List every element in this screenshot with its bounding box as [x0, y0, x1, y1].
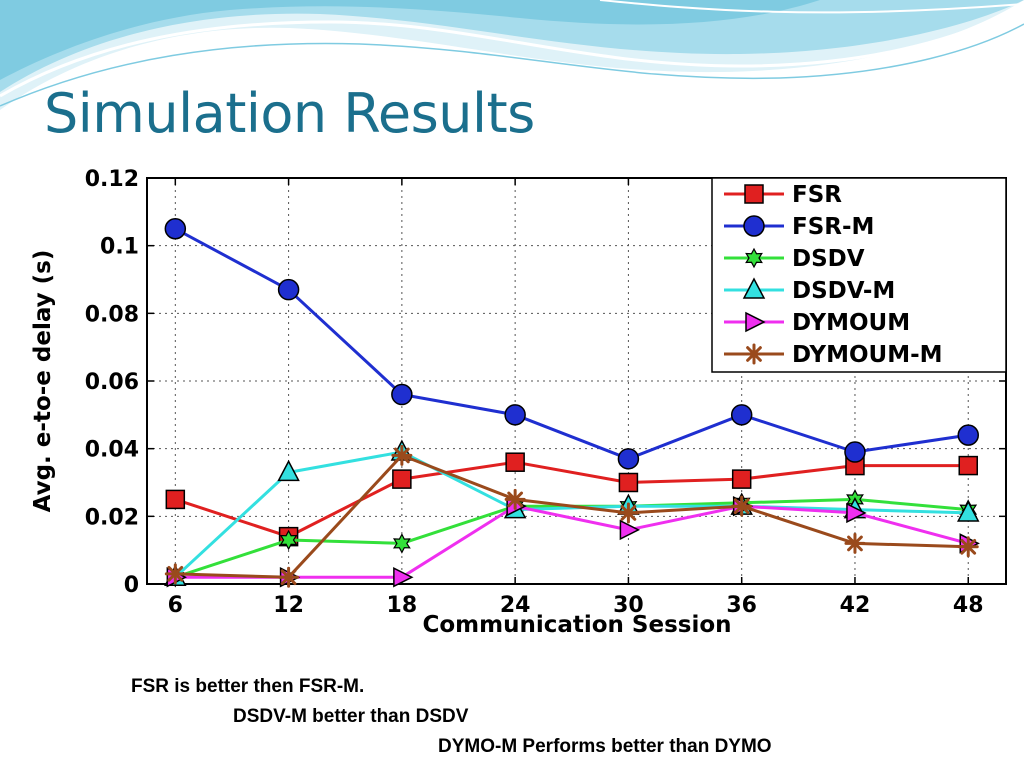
legend-label-dsdv: DSDV: [792, 246, 865, 272]
data-point-fsr-m: [504, 404, 526, 426]
x-tick-label: 6: [168, 593, 183, 618]
series-line-dsdv-m: [174, 450, 969, 579]
x-tick-label: 48: [953, 593, 984, 618]
series-line-fsr-m: [174, 227, 969, 461]
caption-dymo: DYMO-M Performs better than DYMO: [438, 736, 772, 757]
x-tick-label: 42: [840, 593, 871, 618]
asterisk-stroke: [960, 538, 977, 555]
asterisk-stroke: [620, 505, 637, 521]
data-point-fsr: [731, 469, 752, 489]
series-layer: [164, 218, 980, 588]
series-line-dymoum-m: [175, 453, 969, 579]
y-tick-label: 0.02: [85, 505, 139, 530]
legend-marker-fsr: [744, 184, 764, 204]
data-point-fsr-m: [164, 218, 187, 240]
data-point-dsdv: [279, 529, 298, 551]
y-tick-label: 0.1: [100, 235, 139, 260]
legend: FSR FSR-M DSDV DSDV-M DYMOUM DYMOUM-M: [711, 177, 1007, 373]
data-point-fsr: [165, 489, 186, 510]
legend-marker-dymoum: [745, 311, 766, 333]
y-tick-label: 0.12: [85, 167, 139, 192]
data-point-fsr-m: [730, 404, 753, 426]
data-point-dsdv-m: [956, 500, 980, 522]
data-point-dymoum-m: [731, 495, 753, 517]
legend-marker-dsdv: [745, 247, 763, 269]
data-point-fsr-m: [957, 424, 979, 446]
x-tick-label: 36: [726, 593, 757, 618]
data-point-fsr-m: [391, 383, 413, 406]
y-tick-label: 0: [124, 573, 139, 598]
legend-marker-dsdv-m: [742, 277, 766, 299]
asterisk-stroke: [507, 491, 524, 508]
series-line-fsr: [174, 460, 969, 539]
legend-label-fsr-m: FSR-M: [792, 214, 874, 240]
data-point-dymoum-m: [844, 532, 866, 554]
data-point-fsr: [392, 469, 412, 489]
x-tick-label: 18: [387, 593, 418, 618]
data-point-dymoum-m: [617, 502, 639, 524]
x-axis-label: Communication Session: [422, 612, 731, 638]
x-tick-label: 24: [500, 593, 531, 618]
legend-label-dsdv-m: DSDV-M: [792, 278, 895, 304]
data-point-fsr-m: [844, 441, 866, 463]
asterisk-stroke: [280, 569, 297, 586]
data-point-dymoum-m: [504, 488, 526, 510]
x-tick-label: 30: [613, 593, 644, 618]
legend-label-dymoum-m: DYMOUM-M: [792, 342, 943, 368]
asterisk-stroke: [167, 565, 184, 582]
legend-label-dymoum: DYMOUM: [792, 310, 910, 336]
data-point-fsr-m: [617, 448, 640, 470]
series-line-dymoum: [175, 504, 969, 579]
y-tick-label: 0.04: [85, 438, 139, 463]
y-tick-label: 0.06: [85, 370, 139, 395]
data-point-fsr: [618, 472, 639, 493]
line-chart: 0 0.02 0.04 0.06 0.08 0.1 0.12 6 12 18 24 30 36 42 48…: [30, 167, 1007, 638]
data-point-dsdv: [392, 533, 411, 554]
header-wave-decoration: [0, 0, 1024, 110]
caption-dsdv: DSDV-M better than DSDV: [233, 706, 469, 727]
data-point-dymoum-m: [391, 444, 413, 466]
data-point-dymoum: [393, 567, 414, 588]
data-point-dsdv-m: [277, 459, 300, 482]
legend-label-fsr: FSR: [792, 182, 842, 208]
x-tick-label: 12: [273, 593, 304, 618]
asterisk-stroke: [847, 535, 863, 552]
data-point-dymoum-m: [164, 563, 186, 585]
legend-marker-fsr-m: [743, 215, 765, 237]
data-point-fsr: [958, 455, 978, 476]
chart-panel: 0 0.02 0.04 0.06 0.08 0.1 0.12 6 12 18 24 30 36 42 48…: [12, 160, 1024, 640]
legend-marker-dymoum-m: [743, 343, 765, 365]
data-point-fsr-m: [277, 278, 300, 301]
asterisk-stroke: [394, 447, 410, 464]
data-point-dymoum: [619, 519, 641, 541]
asterisk-stroke: [746, 346, 762, 362]
y-axis-label: Avg. e-to-e delay (s): [30, 250, 56, 513]
caption-fsr: FSR is better then FSR-M.: [131, 676, 365, 697]
data-point-dymoum-m: [957, 536, 979, 558]
data-point-fsr: [505, 452, 525, 472]
y-axis-ticks: 0 0.02 0.04 0.06 0.08 0.1 0.12: [85, 167, 1006, 598]
data-point-dymoum: [846, 502, 867, 524]
data-point-dymoum-m: [278, 566, 300, 588]
asterisk-stroke: [733, 498, 750, 515]
slide-title: Simulation Results: [44, 82, 535, 145]
y-tick-label: 0.08: [85, 302, 139, 327]
